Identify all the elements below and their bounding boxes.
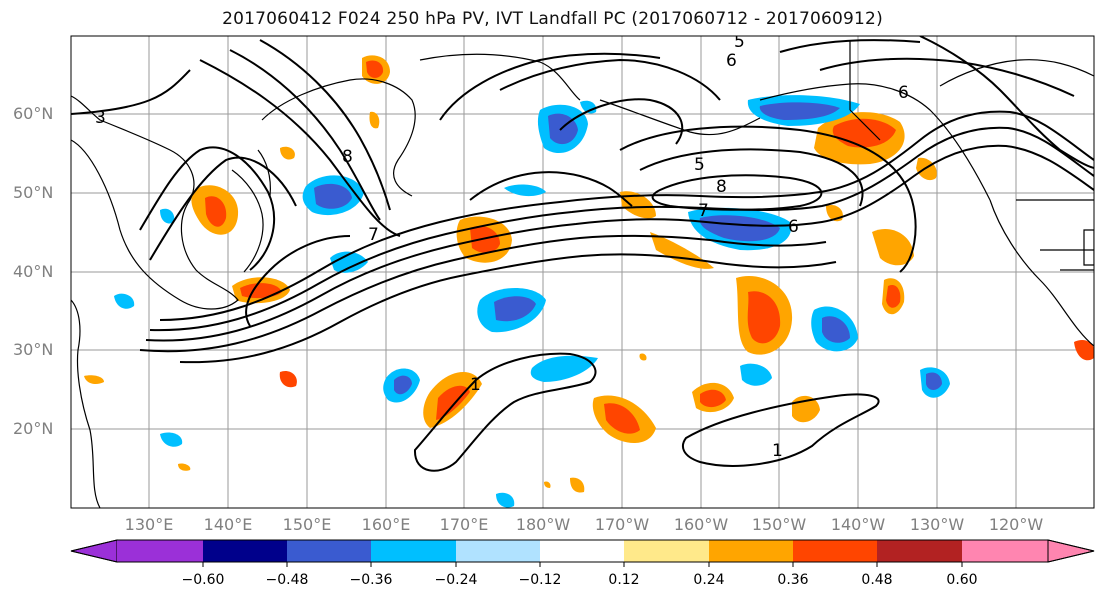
contour-label: 6 [898,83,909,103]
lon-label-170w: 170°W [594,515,650,534]
lon-label-160w: 160°W [673,515,729,534]
lon-label-170e: 170°E [439,515,489,534]
colorbar-tick-label: −0.12 [518,572,562,588]
colorbar-tick-label: 0.48 [861,572,893,588]
pv-anomaly-patches [84,55,1094,508]
lon-label-130w: 130°W [909,515,965,534]
contour-label: 1 [772,441,783,461]
coastlines [71,40,1094,508]
contour-label: 6 [726,51,737,71]
lon-label-120w: 120°W [988,515,1044,534]
colorbar-extend-low [70,539,118,563]
pv-contours [71,36,1094,472]
contour-label: 3 [95,108,106,128]
map-frame [70,35,1095,509]
contour-label: 5 [734,32,745,52]
contour-label: 1 [470,375,481,395]
lon-label-180w: 180°W [515,515,571,534]
contour-label: 8 [342,147,353,167]
lat-label-40n: 40°N [13,262,54,281]
lon-label-130e: 130°E [124,515,174,534]
contour-label: 6 [788,217,799,237]
lat-label-50n: 50°N [13,183,54,202]
contour-label: 8 [716,177,727,197]
lat-label-30n: 30°N [13,340,54,359]
colorbar-tick-label: −0.24 [434,572,478,588]
lon-label-160e: 160°E [361,515,411,534]
lon-label-150w: 150°W [751,515,807,534]
colorbar-tick-label: 0.12 [608,572,640,588]
contour-label: 7 [368,225,379,245]
lat-label-60n: 60°N [13,104,54,123]
contour-label: 7 [698,201,709,221]
lon-label-140e: 140°E [203,515,253,534]
colorbar-tick-label: −0.48 [265,572,309,588]
colorbar-tick-label: −0.36 [349,572,393,588]
map-title: 2017060412 F024 250 hPa PV, IVT Landfall… [222,9,883,29]
colorbar-tick-label: −0.60 [181,572,225,588]
lat-label-20n: 20°N [13,419,54,438]
colorbar-tick-label: 0.24 [693,572,725,588]
colorbar-tick-label: 0.60 [946,572,978,588]
colorbar-tick-label: 0.36 [777,572,809,588]
colorbar [70,539,1095,567]
contour-label: 5 [694,155,705,175]
contour-labels: 3 7 8 5 6 6 8 7 5 6 1 1 [95,32,909,461]
lon-label-140w: 140°W [830,515,886,534]
colorbar-extend-high [1047,539,1095,563]
lon-label-150e: 150°E [282,515,332,534]
